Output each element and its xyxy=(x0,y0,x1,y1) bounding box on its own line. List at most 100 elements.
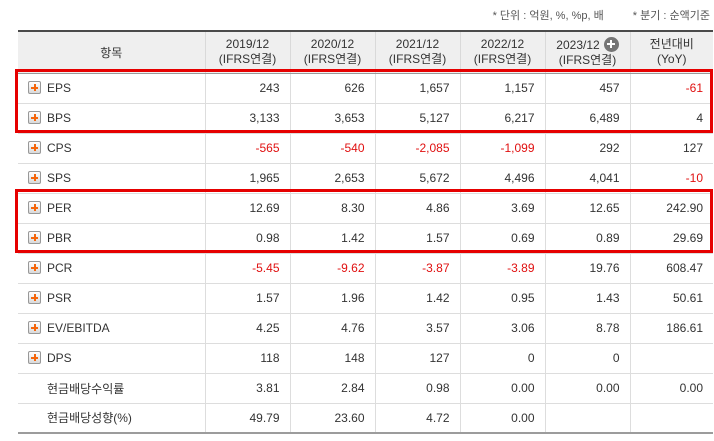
cell-value: 1.57 xyxy=(374,223,460,254)
cell-value: 1,657 xyxy=(374,73,460,104)
cell-value: 23.60 xyxy=(289,403,375,433)
row-label: 현금배당수익률 xyxy=(47,381,125,396)
row-label: PSR xyxy=(47,291,72,305)
cell-value: 1.43 xyxy=(544,283,630,314)
row-label: PBR xyxy=(47,231,72,245)
cell-value: 186.61 xyxy=(629,313,713,344)
row-label-cell: PER xyxy=(18,193,205,224)
row-label: EV/EBITDA xyxy=(47,321,110,335)
cell-value: -565 xyxy=(204,133,290,164)
cell-value xyxy=(544,403,630,433)
cell-value: 0.95 xyxy=(459,283,545,314)
cell-value xyxy=(629,403,713,433)
expand-plus-icon[interactable] xyxy=(28,321,41,334)
cell-value: 6,217 xyxy=(459,103,545,134)
cell-value: -1,099 xyxy=(459,133,545,164)
row-label-cell: 현금배당수익률 xyxy=(18,373,205,404)
cell-value: 608.47 xyxy=(629,253,713,284)
row-label: PER xyxy=(47,201,72,215)
cell-value: 3.81 xyxy=(204,373,290,404)
plus-circle-icon[interactable] xyxy=(603,36,619,52)
cell-value: 4.72 xyxy=(374,403,460,433)
row-label: PCR xyxy=(47,261,73,275)
cell-value: 0.00 xyxy=(459,403,545,433)
cell-value: -3.87 xyxy=(374,253,460,284)
table-row-ev-ebitda: EV/EBITDA 4.25 4.76 3.57 3.06 8.78 186.6… xyxy=(18,313,713,344)
cell-value: 29.69 xyxy=(629,223,713,254)
cell-value: 0.98 xyxy=(374,373,460,404)
column-header-item: 항목 xyxy=(18,31,205,74)
cell-value: 0 xyxy=(459,343,545,374)
table-row-cash-dividend-yield: 현금배당수익률 3.81 2.84 0.98 0.00 0.00 0.00 xyxy=(18,373,713,404)
row-label-cell: PCR xyxy=(18,253,205,284)
table-row-psr: PSR 1.57 1.96 1.42 0.95 1.43 50.61 xyxy=(18,283,713,314)
row-label-cell: BPS xyxy=(18,103,205,134)
cell-value: 2,653 xyxy=(289,163,375,194)
cell-value: 4.76 xyxy=(289,313,375,344)
cell-value: 0.98 xyxy=(204,223,290,254)
expand-plus-icon[interactable] xyxy=(28,261,41,274)
column-header-2022: 2022/12 (IFRS연결) xyxy=(459,31,545,74)
table-row-pbr: PBR 0.98 1.42 1.57 0.69 0.89 29.69 xyxy=(18,223,713,254)
table-notes: * 단위 : 억원, %, %p, 배 * 분기 : 순액기준 xyxy=(467,7,710,23)
expand-plus-icon[interactable] xyxy=(28,201,41,214)
row-label: BPS xyxy=(47,111,72,125)
cell-value: 4.86 xyxy=(374,193,460,224)
table-row-eps: EPS 243 626 1,657 1,157 457 -61 xyxy=(18,73,713,104)
cell-value: 12.65 xyxy=(544,193,630,224)
cell-value: 1,965 xyxy=(204,163,290,194)
cell-value: 3.69 xyxy=(459,193,545,224)
cell-value: 0.00 xyxy=(629,373,713,404)
cell-value: 118 xyxy=(204,343,290,374)
expand-plus-icon[interactable] xyxy=(28,141,41,154)
column-header-2020: 2020/12 (IFRS연결) xyxy=(289,31,375,74)
cell-value: -540 xyxy=(289,133,375,164)
column-header-2019: 2019/12 (IFRS연결) xyxy=(204,31,290,74)
table-row-cash-dividend-payout: 현금배당성향(%) 49.79 23.60 4.72 0.00 xyxy=(18,403,713,433)
cell-value: -61 xyxy=(629,73,713,104)
cell-value: 8.30 xyxy=(289,193,375,224)
cell-value: -5.45 xyxy=(204,253,290,284)
table-row-pcr: PCR -5.45 -9.62 -3.87 -3.89 19.76 608.47 xyxy=(18,253,713,284)
cell-value: 0 xyxy=(544,343,630,374)
cell-value: 3,133 xyxy=(204,103,290,134)
cell-value: 0.89 xyxy=(544,223,630,254)
cell-value: 8.78 xyxy=(544,313,630,344)
column-header-2023: 2023/12 (IFRS연결) xyxy=(544,31,630,74)
cell-value: 4 xyxy=(629,103,713,134)
row-label: DPS xyxy=(47,351,72,365)
cell-value: 1.57 xyxy=(204,283,290,314)
cell-value: 127 xyxy=(629,133,713,164)
cell-value: 3.57 xyxy=(374,313,460,344)
cell-value: 5,672 xyxy=(374,163,460,194)
column-header-yoy: 전년대비 (YoY) xyxy=(629,31,713,74)
header-row: 항목 2019/12 (IFRS연결) 2020/12 (IFRS연결) 202… xyxy=(18,31,713,74)
row-label: EPS xyxy=(47,81,72,95)
cell-value: 292 xyxy=(544,133,630,164)
table-row-dps: DPS 118 148 127 0 0 xyxy=(18,343,713,374)
cell-value: 1,157 xyxy=(459,73,545,104)
cell-value: 4.25 xyxy=(204,313,290,344)
row-label-cell: PBR xyxy=(18,223,205,254)
expand-plus-icon[interactable] xyxy=(28,81,41,94)
expand-plus-icon[interactable] xyxy=(28,351,41,364)
expand-plus-icon[interactable] xyxy=(28,111,41,124)
cell-value: 1.42 xyxy=(289,223,375,254)
cell-value: 5,127 xyxy=(374,103,460,134)
row-label-cell: DPS xyxy=(18,343,205,374)
cell-value: 626 xyxy=(289,73,375,104)
cell-value: 0.00 xyxy=(544,373,630,404)
expand-plus-icon[interactable] xyxy=(28,291,41,304)
expand-plus-icon[interactable] xyxy=(28,231,41,244)
row-label-cell: PSR xyxy=(18,283,205,314)
cell-value: -2,085 xyxy=(374,133,460,164)
cell-value: 4,496 xyxy=(459,163,545,194)
cell-value: 19.76 xyxy=(544,253,630,284)
cell-value: 3,653 xyxy=(289,103,375,134)
cell-value: -9.62 xyxy=(289,253,375,284)
table-row-sps: SPS 1,965 2,653 5,672 4,496 4,041 -10 xyxy=(18,163,713,194)
column-header-2021: 2021/12 (IFRS연결) xyxy=(374,31,460,74)
cell-value: 2.84 xyxy=(289,373,375,404)
financial-ratio-table: 항목 2019/12 (IFRS연결) 2020/12 (IFRS연결) 202… xyxy=(18,30,713,434)
expand-plus-icon[interactable] xyxy=(28,171,41,184)
